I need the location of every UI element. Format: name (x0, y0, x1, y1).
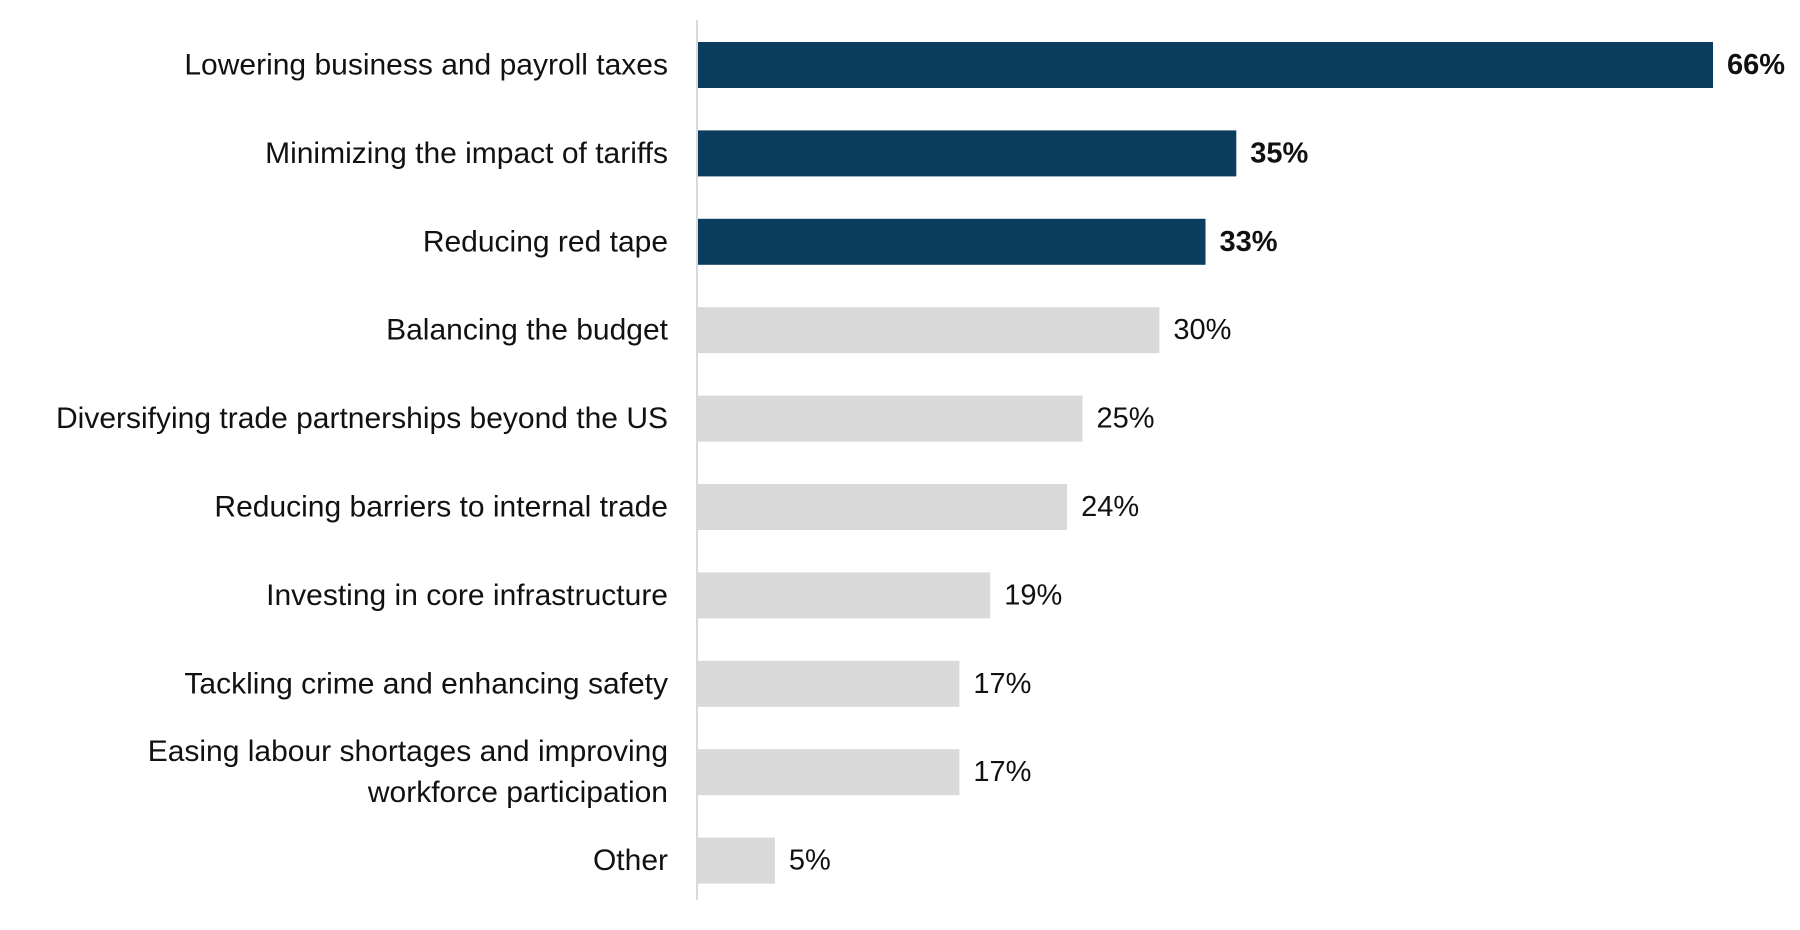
category-label-8: Easing labour shortages and improving wor… (148, 735, 668, 809)
bar-1 (698, 130, 1237, 177)
bar-8 (698, 749, 960, 796)
category-label-4: Diversifying trade partnerships beyond t… (56, 402, 668, 435)
bar-4 (698, 395, 1083, 442)
category-label-group: Lowering business and payroll taxes Minim… (56, 49, 669, 878)
category-label-4-line-0: Diversifying trade partnerships beyond t… (56, 402, 668, 435)
value-label-group: 66% 35% 33% 30% 25% 24% 19% 17% 17% 5% (789, 49, 1785, 877)
category-label-3-line-0: Balancing the budget (386, 314, 669, 347)
category-label-9: Other (593, 844, 668, 877)
category-label-7-line-0: Tackling crime and enhancing safety (184, 667, 668, 700)
value-label-8: 17% (973, 756, 1031, 788)
category-label-0: Lowering business and payroll taxes (184, 49, 668, 82)
bar-9 (698, 837, 775, 884)
category-label-1: Minimizing the impact of tariffs (265, 137, 668, 170)
category-label-2: Reducing red tape (423, 225, 668, 258)
value-label-0: 66% (1727, 49, 1785, 81)
category-label-9-line-0: Other (593, 844, 668, 877)
category-label-1-line-0: Minimizing the impact of tariffs (265, 137, 668, 170)
category-label-5: Reducing barriers to internal trade (214, 491, 668, 524)
bar-5 (698, 484, 1068, 530)
category-label-6-line-0: Investing in core infrastructure (266, 579, 668, 612)
value-label-5: 24% (1081, 491, 1139, 523)
category-label-7: Tackling crime and enhancing safety (184, 667, 668, 700)
value-label-2: 33% (1220, 226, 1278, 258)
bar-0 (698, 42, 1713, 88)
bar-3 (698, 307, 1160, 354)
bar-6 (698, 572, 991, 619)
category-label-3: Balancing the budget (386, 314, 669, 347)
value-label-3: 30% (1173, 314, 1231, 346)
category-label-0-line-0: Lowering business and payroll taxes (184, 49, 668, 82)
bar-group (698, 42, 1713, 884)
category-label-6: Investing in core infrastructure (266, 579, 668, 612)
category-label-5-line-0: Reducing barriers to internal trade (214, 491, 668, 524)
category-label-8-line-1: workforce participation (367, 776, 668, 809)
bar-2 (698, 218, 1206, 265)
value-label-9: 5% (789, 845, 831, 877)
value-label-4: 25% (1097, 403, 1155, 435)
bar-7 (698, 660, 960, 707)
category-label-8-line-0: Easing labour shortages and improving (148, 735, 668, 768)
value-label-7: 17% (973, 668, 1031, 700)
value-label-1: 35% (1250, 137, 1308, 169)
value-label-6: 19% (1004, 579, 1062, 611)
category-label-2-line-0: Reducing red tape (423, 225, 668, 258)
